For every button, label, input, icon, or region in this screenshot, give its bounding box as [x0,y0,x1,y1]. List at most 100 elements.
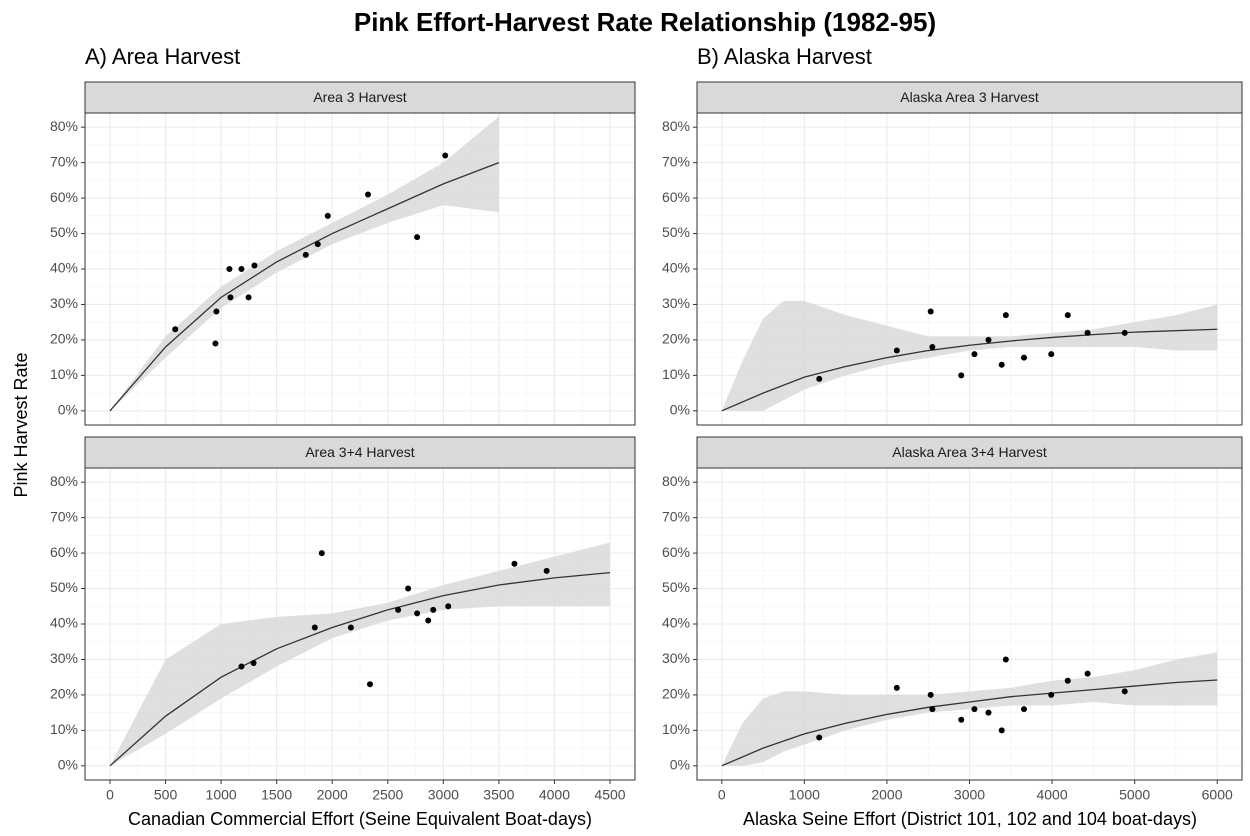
point [213,308,220,315]
y-tick-label: 0% [58,402,78,418]
x-tick-label: 3000 [954,787,985,803]
point [927,308,934,315]
strip [84,81,636,114]
y-tick-label: 10% [50,366,78,382]
x-tick-label: 1000 [206,787,237,803]
point [1021,354,1027,361]
point [238,663,245,670]
x-tick-label: 4000 [539,787,570,803]
y-tick-label: 80% [50,118,78,134]
point [985,336,992,343]
point [238,266,245,272]
fit-line [109,162,500,412]
y-tick-label: 20% [50,331,78,347]
y-tick-label: 50% [662,579,690,595]
point [1002,656,1009,663]
x-tick-label: 500 [154,787,178,803]
y-tick-label: 60% [50,189,78,205]
point [251,262,258,269]
panel-border [84,467,636,781]
y-axis-label: Pink Harvest Rate [11,352,31,497]
y-tick-label: 10% [662,721,690,737]
y-tick-label: 70% [50,153,78,169]
point [958,716,965,723]
point [414,234,421,241]
y-tick-label: 30% [50,295,78,311]
point [816,375,823,382]
y-tick-label: 70% [50,508,78,524]
point [927,691,934,698]
y-tick-label: 80% [662,473,690,489]
point [971,706,978,713]
point [245,294,252,301]
point [929,344,936,350]
point [442,152,449,159]
x-tick-label: 3000 [428,787,459,803]
x-tick-label: 5000 [1119,787,1150,803]
x-tick-label: 1500 [261,787,292,803]
y-tick-label: 40% [50,615,78,631]
y-tick-label: 50% [662,224,690,240]
y-tick-label: 70% [662,153,690,169]
point [347,624,354,631]
point [816,734,823,741]
point [893,684,900,691]
point [1002,312,1009,319]
point [405,585,412,592]
strip-title: Alaska Area 3+4 Harvest [892,444,1047,460]
strip-title: Area 3 Harvest [313,89,406,105]
y-tick-label: 0% [58,757,78,773]
point [1064,312,1071,319]
y-tick-label: 40% [662,615,690,631]
y-tick-label: 60% [50,544,78,560]
y-tick-label: 0% [670,402,690,418]
point [365,191,371,198]
y-tick-label: 10% [662,366,690,382]
point [227,294,234,301]
fit-line [109,571,611,767]
y-tick-label: 60% [662,544,690,560]
y-tick-label: 20% [50,686,78,702]
strip [696,81,1243,114]
y-tick-label: 80% [662,118,690,134]
point [172,326,179,333]
point [367,681,373,688]
point [1121,688,1128,695]
point [543,567,550,574]
point [302,251,309,258]
group-title: A) Area Harvest [85,44,240,69]
strip-title: Area 3+4 Harvest [305,444,414,460]
x-tick-label: 2000 [871,787,902,803]
panel-border [696,112,1243,426]
x-axis-label: Canadian Commercial Effort (Seine Equiva… [128,809,592,829]
x-tick-label: 2000 [317,787,348,803]
point [998,727,1005,734]
y-tick-label: 30% [662,295,690,311]
point [311,624,318,631]
y-tick-label: 50% [50,224,78,240]
x-tick-label: 4500 [594,787,625,803]
point [318,550,325,557]
x-axis-label: Alaska Seine Effort (District 101, 102 a… [743,809,1197,829]
y-tick-label: 30% [662,650,690,666]
point [1048,691,1055,698]
point [445,603,452,610]
point [314,241,321,248]
x-tick-label: 4000 [1036,787,1067,803]
point [1048,351,1055,358]
fit-line [721,679,1218,767]
confidence-band [110,116,499,411]
point [511,560,518,567]
x-tick-label: 2500 [372,787,403,803]
point [1084,329,1091,336]
point [971,351,978,358]
point [430,606,437,613]
confidence-band [721,652,1218,766]
x-tick-label: 0 [106,787,114,803]
point [1121,329,1128,336]
figure-title: Pink Effort-Harvest Rate Relationship (1… [354,7,936,37]
x-tick-label: 3500 [483,787,514,803]
y-tick-label: 20% [662,686,690,702]
point [1084,670,1091,677]
panel-border [696,467,1243,781]
